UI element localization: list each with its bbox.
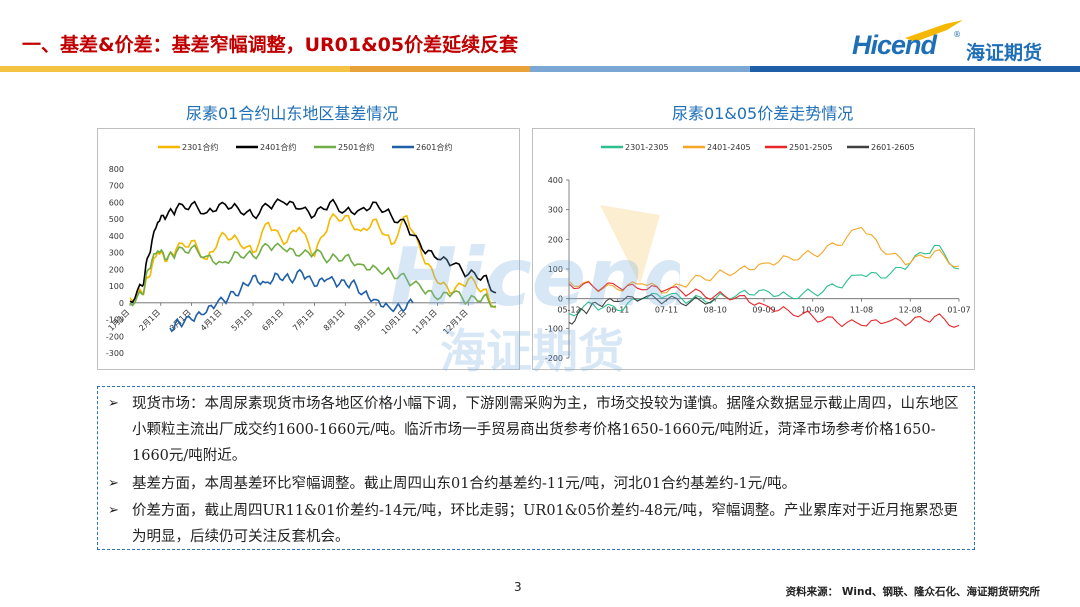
legend-label: 2301-2305 [625,143,669,152]
y-tick-label: 300 [548,206,563,215]
chart1-title: 尿素01合约山东地区基差情况 [186,104,399,123]
bullet-spread: ➢ 价差方面，截止周四UR11&01价差约-14元/吨，环比走弱；UR01&05… [108,498,968,550]
bullet-text: 基差方面，本周基差环比窄幅调整。截止周四山东01合约基差约-11元/吨，河北01… [132,476,797,492]
legend-label: 2601合约 [416,142,452,152]
commentary-box: ➢ 现货市场：本周尿素现货市场各地区价格小幅下调，下游刚需采购为主，市场交投较为… [97,386,975,550]
header-band-4 [750,66,1080,72]
series-line [568,281,960,328]
y-tick-label: 300 [109,249,124,258]
x-tick-label: 5月1日 [230,308,255,333]
page-number: 3 [514,580,522,594]
arrow-bullet-icon: ➢ [108,396,119,411]
x-tick-label: 09-09 [752,306,775,315]
x-tick-label: 11-08 [850,306,873,315]
y-tick-label: 0 [119,299,124,308]
x-tick-label: 07-11 [655,306,678,315]
logo-cn: 海证期货 [966,42,1043,64]
header-band-2 [350,66,530,72]
y-tick-label: -100 [545,324,563,333]
y-tick-label: 200 [548,235,563,244]
y-tick-label: 600 [109,198,124,207]
x-tick-label: 10-09 [801,306,824,315]
series-line [568,244,960,317]
x-tick-label: 6月1日 [260,308,285,333]
x-tick-label: 11月1日 [410,308,438,336]
y-tick-label: 200 [109,265,124,274]
x-tick-label: 8月1日 [322,308,347,333]
basis-chart: 2301合约 2401合约 2501合约 2601合约 -300 -200 -100 0 100… [106,142,497,358]
series-line [129,198,497,304]
x-tick-label: 01-07 [947,306,970,315]
arrow-bullet-icon: ➢ [108,476,119,491]
slide-title: 一、基差&价差：基差窄幅调整，UR01&05价差延续反套 [22,34,519,56]
legend-label: 2401-2405 [707,143,751,152]
x-tick-label: 08-10 [704,306,727,315]
legend-label: 2301合约 [182,142,218,152]
chart2-frame: 2301-2305 2401-2405 2501-2505 2601-2605 -200… [532,128,975,370]
x-tick-label: 12月1日 [441,308,469,336]
logo-text: Hicend [852,30,937,60]
x-tick-label: 12-08 [899,306,922,315]
y-tick-label: -200 [545,354,563,363]
x-tick-label: 7月1日 [291,308,316,333]
y-tick-label: 700 [109,182,124,191]
spread-chart: 2301-2305 2401-2405 2501-2505 2601-2605 -200… [545,143,971,363]
y-tick-label: -300 [106,349,124,358]
bullet-basis: ➢ 基差方面，本周基差环比窄幅调整。截止周四山东01合约基差约-11元/吨，河北… [108,471,968,497]
legend-label: 2501-2505 [789,143,833,152]
series-line [129,242,497,308]
chart1-frame: 2301合约 2401合约 2501合约 2601合约 -300 -200 -100 0 100… [97,128,520,370]
y-tick-label: 0 [558,295,563,304]
header-band-1 [0,66,350,72]
bullet-spot: ➢ 现货市场：本周尿素现货市场各地区价格小幅下调，下游刚需采购为主，市场交投较为… [108,391,968,469]
y-tick-label: -100 [106,316,124,325]
y-tick-label: 400 [109,232,124,241]
x-tick-label: 10月1日 [380,308,408,336]
bullet-text: 价差方面，截止周四UR11&01价差约-14元/吨，环比走弱；UR01&05价差… [132,503,958,545]
series-line [568,226,960,294]
logo-mark-icon [905,20,963,42]
x-tick-label: 4月1日 [199,308,224,333]
legend-label: 2401合约 [260,142,296,152]
y-tick-label: 800 [109,165,124,174]
y-tick-label: 500 [109,215,124,224]
y-tick-label: 400 [548,176,563,185]
header-band-3 [530,66,750,72]
legend-label: 2601-2605 [871,143,915,152]
x-tick-label: 9月1日 [353,308,378,333]
x-tick-label: 3月1日 [168,308,193,333]
chart2-title: 尿素01&05价差走势情况 [672,104,854,123]
series-line [568,294,716,325]
source-note: 资料来源： Wind、钢联、隆众石化、海证期货研究所 [785,586,1040,598]
arrow-bullet-icon: ➢ [108,503,119,518]
series-line [129,212,497,309]
registered-mark: ® [953,30,961,39]
series-line [169,268,414,333]
legend-label: 2501合约 [338,142,374,152]
x-tick-label: 2月1日 [137,308,162,333]
y-tick-label: 100 [109,282,124,291]
y-tick-label: 100 [548,265,563,274]
y-tick-label: -200 [106,332,124,341]
x-tick-label: 05-12 [557,306,580,315]
bullet-text: 现货市场：本周尿素现货市场各地区价格小幅下调，下游刚需采购为主，市场交投较为谨慎… [132,396,959,464]
